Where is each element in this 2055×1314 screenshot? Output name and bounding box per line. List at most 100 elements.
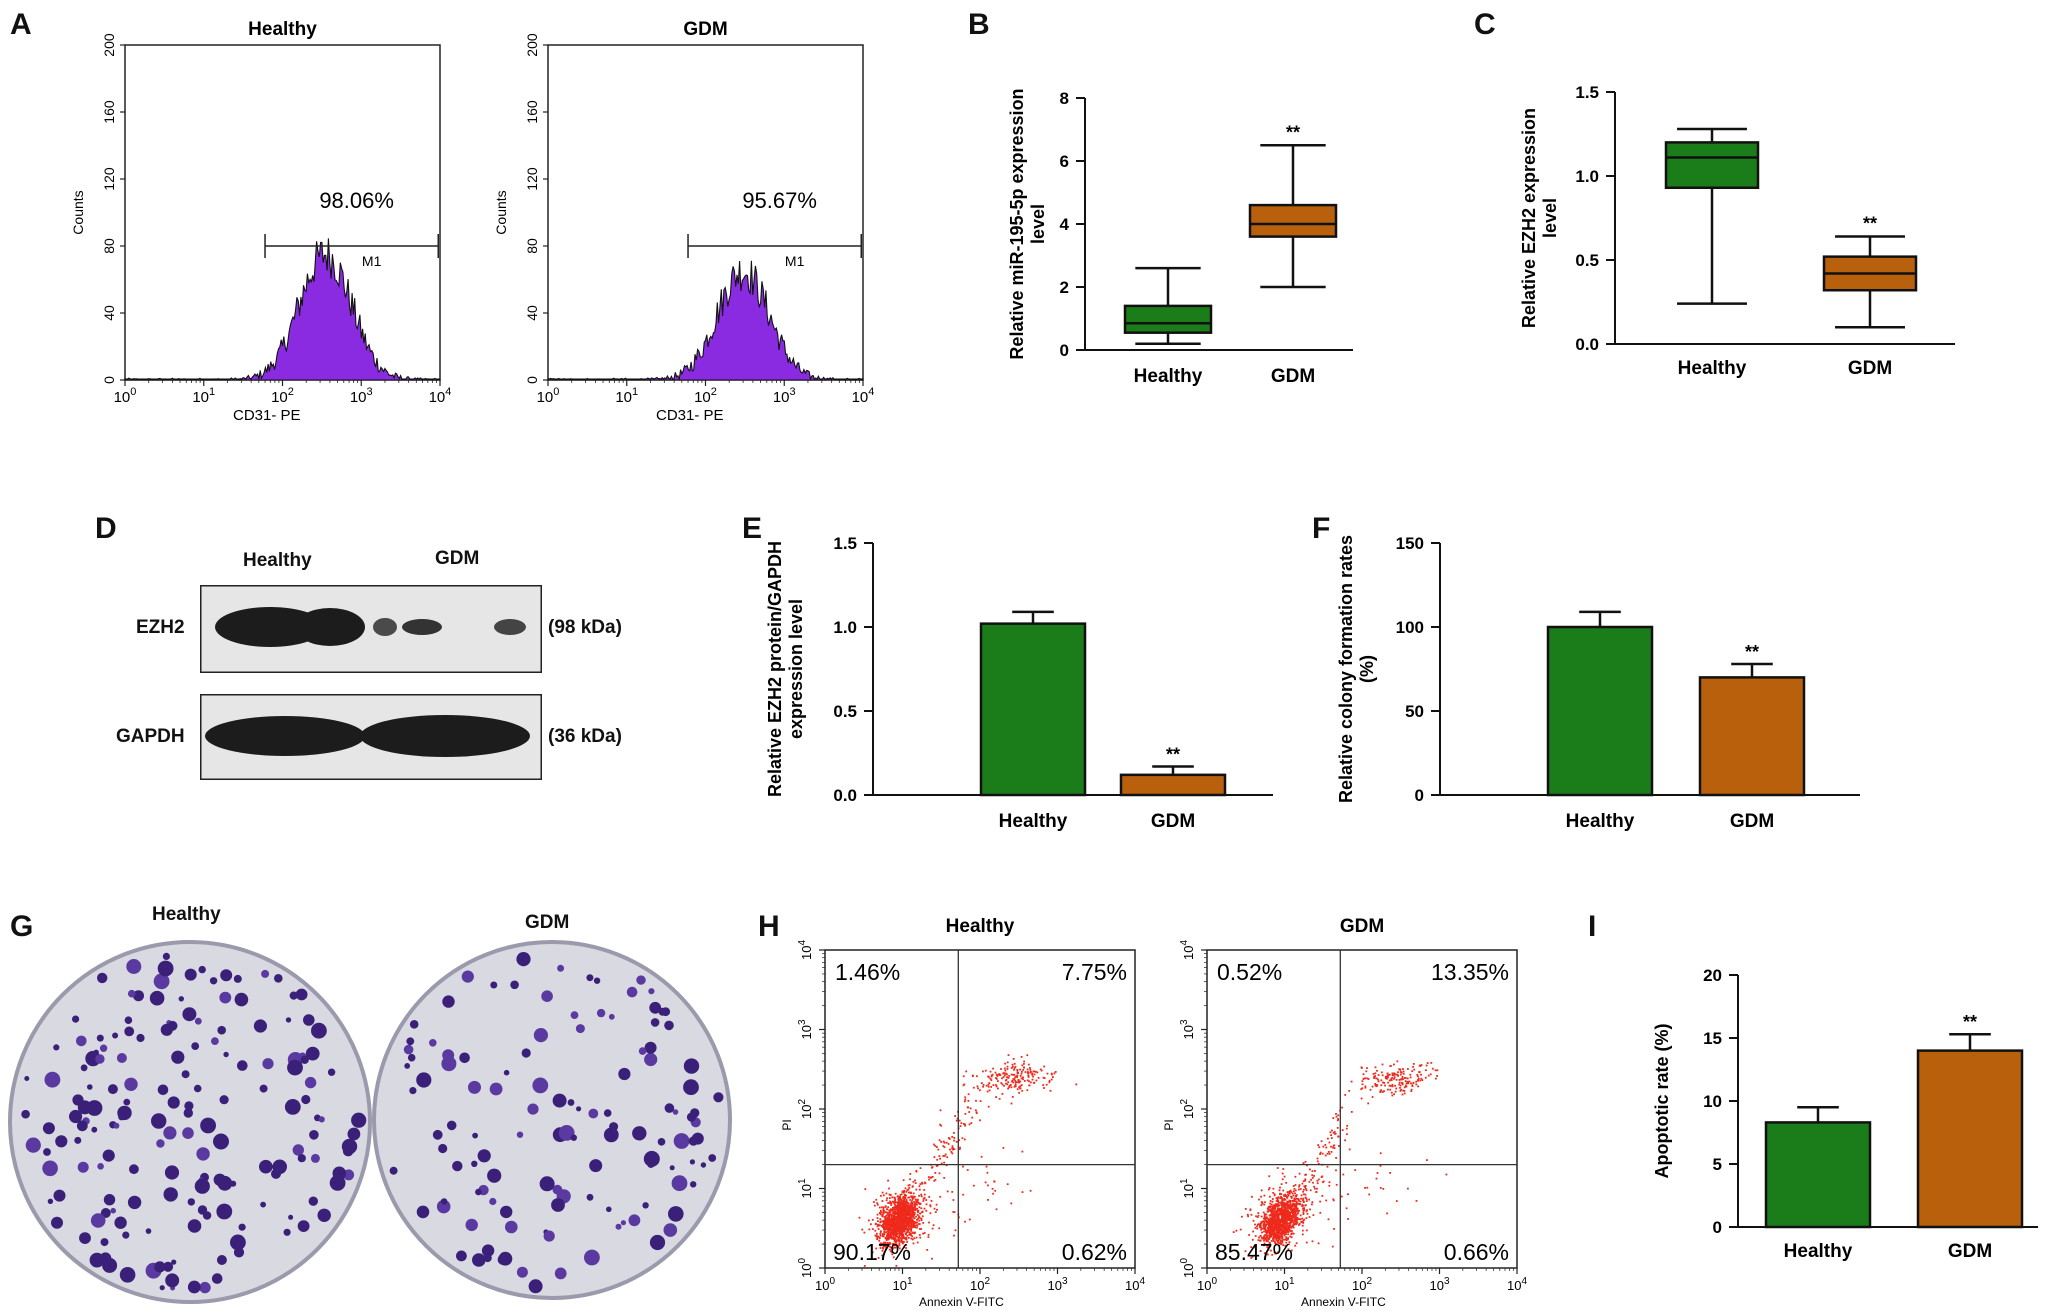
dot — [1274, 1252, 1277, 1255]
dot — [929, 1204, 932, 1207]
dot — [889, 1221, 891, 1223]
dot — [1007, 1054, 1010, 1056]
dot — [1273, 1206, 1276, 1209]
dot — [1281, 1214, 1284, 1216]
colony — [664, 1103, 675, 1113]
dot — [1278, 1229, 1281, 1231]
dot — [1278, 1238, 1281, 1240]
dot — [899, 1210, 902, 1212]
dot — [913, 1232, 916, 1235]
dot — [1282, 1215, 1285, 1218]
dot — [905, 1233, 907, 1236]
colony — [649, 1234, 666, 1251]
dot — [1375, 1085, 1378, 1088]
dot — [1282, 1214, 1285, 1217]
dot — [907, 1214, 910, 1216]
dot — [1294, 1215, 1297, 1217]
dot — [1387, 1088, 1389, 1091]
dot — [1304, 1178, 1307, 1181]
dot — [979, 1089, 981, 1092]
dot — [882, 1243, 885, 1246]
dot — [911, 1210, 914, 1212]
dot — [1279, 1209, 1281, 1212]
dot — [895, 1228, 898, 1231]
dot — [1295, 1195, 1297, 1197]
dot — [886, 1228, 889, 1231]
dot — [894, 1223, 897, 1226]
dot — [1264, 1227, 1267, 1229]
dot — [1274, 1217, 1277, 1220]
dot — [905, 1212, 908, 1215]
dot — [1273, 1214, 1276, 1217]
dot — [1288, 1241, 1291, 1243]
dot — [1277, 1237, 1279, 1239]
dot — [1287, 1218, 1289, 1220]
dot — [1270, 1231, 1273, 1233]
dot — [897, 1217, 900, 1220]
dot — [1411, 1070, 1414, 1073]
colony — [295, 988, 308, 1001]
colony — [558, 1125, 575, 1141]
dot — [894, 1203, 896, 1206]
dot — [887, 1223, 890, 1226]
dot — [910, 1217, 913, 1220]
dot — [1040, 1069, 1043, 1072]
dot — [896, 1220, 898, 1222]
dot — [1289, 1208, 1292, 1211]
dot — [1376, 1084, 1379, 1086]
dot — [1285, 1203, 1288, 1206]
dot — [1263, 1203, 1266, 1206]
dot — [897, 1201, 899, 1203]
dot — [1326, 1165, 1329, 1168]
dot — [1257, 1214, 1260, 1217]
dot — [1286, 1218, 1289, 1221]
dot — [1271, 1222, 1273, 1225]
dot — [1268, 1209, 1271, 1212]
dot — [910, 1223, 913, 1226]
dot — [1285, 1222, 1287, 1225]
dot — [910, 1222, 913, 1225]
dot — [1285, 1213, 1287, 1216]
x-tick-label: 104 — [429, 386, 452, 406]
dot — [1284, 1211, 1286, 1214]
dot — [1275, 1211, 1278, 1213]
y-tick-label: 1.5 — [1575, 83, 1599, 102]
dot — [902, 1240, 905, 1243]
dot — [1283, 1203, 1286, 1206]
dot — [1288, 1206, 1290, 1209]
dot — [936, 1158, 939, 1161]
dot — [1275, 1203, 1277, 1206]
dot — [887, 1231, 890, 1234]
dot — [1265, 1217, 1268, 1220]
dot — [1048, 1079, 1051, 1082]
dot — [1285, 1236, 1288, 1239]
dot — [951, 1136, 954, 1138]
dot — [889, 1236, 891, 1239]
dot — [1276, 1203, 1278, 1206]
dot — [998, 1097, 1001, 1100]
dot — [1265, 1232, 1268, 1235]
dot — [1250, 1246, 1253, 1248]
dot — [889, 1243, 891, 1245]
dot — [1281, 1215, 1284, 1218]
dot — [879, 1221, 882, 1223]
dot — [1288, 1224, 1291, 1226]
dot — [1289, 1222, 1292, 1225]
dot — [998, 1073, 1001, 1075]
dot — [1277, 1223, 1280, 1226]
dot — [884, 1216, 887, 1219]
dot — [1302, 1211, 1305, 1214]
dot — [1283, 1230, 1286, 1233]
dot — [1283, 1234, 1286, 1237]
dot — [1259, 1223, 1262, 1226]
dot — [1391, 1094, 1394, 1097]
dot — [904, 1216, 907, 1218]
dot — [1273, 1214, 1276, 1216]
dot — [901, 1207, 903, 1210]
dot — [1272, 1233, 1275, 1236]
dot — [966, 1106, 969, 1109]
dot — [887, 1219, 889, 1222]
dot — [1294, 1175, 1297, 1178]
dot — [900, 1210, 903, 1213]
